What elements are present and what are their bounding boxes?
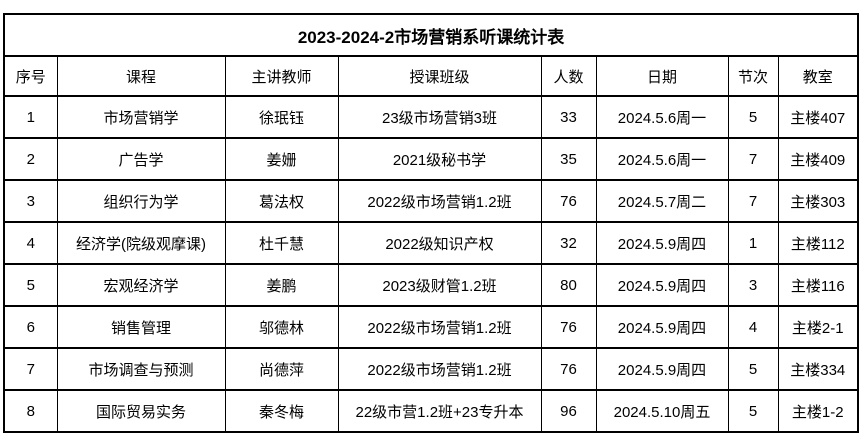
column-header-students: 人数 <box>540 55 597 97</box>
cell-students: 80 <box>540 263 597 307</box>
cell-period: 7 <box>727 179 779 223</box>
cell-period: 4 <box>727 305 779 349</box>
cell-classroom: 主楼116 <box>777 263 860 307</box>
cell-date: 2024.5.7周二 <box>595 179 729 223</box>
header-row: 序号 课程 主讲教师 授课班级 人数 日期 节次 教室 <box>3 55 860 97</box>
cell-course: 市场营销学 <box>56 95 226 139</box>
cell-classroom: 主楼303 <box>777 179 860 223</box>
column-header-teacher: 主讲教师 <box>224 55 339 97</box>
cell-course: 经济学(院级观摩课) <box>56 221 226 265</box>
cell-class: 22级市营1.2班+23专升本 <box>337 389 542 433</box>
cell-classroom: 主楼409 <box>777 137 860 181</box>
cell-period: 1 <box>727 221 779 265</box>
cell-period: 3 <box>727 263 779 307</box>
cell-date: 2024.5.9周四 <box>595 347 729 391</box>
cell-course: 国际贸易实务 <box>56 389 226 433</box>
cell-course: 销售管理 <box>56 305 226 349</box>
cell-class: 2023级财管1.2班 <box>337 263 542 307</box>
cell-students: 33 <box>540 95 597 139</box>
cell-serial: 4 <box>3 221 58 265</box>
lecture-attendance-table: 2023-2024-2市场营销系听课统计表 序号 课程 主讲教师 授课班级 人数… <box>2 13 860 433</box>
cell-date: 2024.5.6周一 <box>595 137 729 181</box>
cell-class: 2021级秘书学 <box>337 137 542 181</box>
cell-classroom: 主楼112 <box>777 221 860 265</box>
cell-class: 2022级知识产权 <box>337 221 542 265</box>
table-row: 7 市场调查与预测 尚德萍 2022级市场营销1.2班 76 2024.5.9周… <box>3 347 860 391</box>
cell-course: 宏观经济学 <box>56 263 226 307</box>
title-row: 2023-2024-2市场营销系听课统计表 <box>2 13 860 57</box>
table-title: 2023-2024-2市场营销系听课统计表 <box>2 13 860 57</box>
cell-period: 5 <box>727 389 779 433</box>
cell-date: 2024.5.9周四 <box>595 305 729 349</box>
cell-teacher: 姜鹏 <box>224 263 339 307</box>
table-row: 6 销售管理 邬德林 2022级市场营销1.2班 76 2024.5.9周四 4… <box>3 305 860 349</box>
cell-course: 广告学 <box>56 137 226 181</box>
cell-date: 2024.5.9周四 <box>595 221 729 265</box>
cell-students: 76 <box>540 179 597 223</box>
document-page: 2023-2024-2市场营销系听课统计表 序号 课程 主讲教师 授课班级 人数… <box>0 13 864 442</box>
cell-teacher: 徐珉钰 <box>224 95 339 139</box>
cell-date: 2024.5.9周四 <box>595 263 729 307</box>
cell-teacher: 邬德林 <box>224 305 339 349</box>
cell-course: 组织行为学 <box>56 179 226 223</box>
cell-class: 2022级市场营销1.2班 <box>337 305 542 349</box>
cell-students: 76 <box>540 305 597 349</box>
table-row: 8 国际贸易实务 秦冬梅 22级市营1.2班+23专升本 96 2024.5.1… <box>3 389 860 433</box>
table-row: 5 宏观经济学 姜鹏 2023级财管1.2班 80 2024.5.9周四 3 主… <box>3 263 860 307</box>
column-header-class: 授课班级 <box>337 55 542 97</box>
cell-course: 市场调查与预测 <box>56 347 226 391</box>
cell-teacher: 姜姗 <box>224 137 339 181</box>
cell-students: 32 <box>540 221 597 265</box>
column-header-classroom: 教室 <box>777 55 860 97</box>
cell-class: 23级市场营销3班 <box>337 95 542 139</box>
cell-serial: 5 <box>3 263 58 307</box>
column-header-course: 课程 <box>56 55 226 97</box>
cell-classroom: 主楼334 <box>777 347 860 391</box>
cell-period: 5 <box>727 347 779 391</box>
cell-students: 35 <box>540 137 597 181</box>
cell-classroom: 主楼2-1 <box>777 305 860 349</box>
table-row: 2 广告学 姜姗 2021级秘书学 35 2024.5.6周一 7 主楼409 <box>3 137 860 181</box>
table-row: 3 组织行为学 葛法权 2022级市场营销1.2班 76 2024.5.7周二 … <box>3 179 860 223</box>
column-header-period: 节次 <box>727 55 779 97</box>
cell-teacher: 秦冬梅 <box>224 389 339 433</box>
cell-class: 2022级市场营销1.2班 <box>337 179 542 223</box>
cell-serial: 8 <box>3 389 58 433</box>
column-header-serial: 序号 <box>3 55 58 97</box>
cell-date: 2024.5.10周五 <box>595 389 729 433</box>
cell-date: 2024.5.6周一 <box>595 95 729 139</box>
table-row: 1 市场营销学 徐珉钰 23级市场营销3班 33 2024.5.6周一 5 主楼… <box>3 95 860 139</box>
cell-teacher: 杜千慧 <box>224 221 339 265</box>
cell-classroom: 主楼407 <box>777 95 860 139</box>
cell-students: 96 <box>540 389 597 433</box>
cell-serial: 1 <box>3 95 58 139</box>
cell-serial: 3 <box>3 179 58 223</box>
table-row: 4 经济学(院级观摩课) 杜千慧 2022级知识产权 32 2024.5.9周四… <box>3 221 860 265</box>
cell-students: 76 <box>540 347 597 391</box>
cell-serial: 6 <box>3 305 58 349</box>
cell-classroom: 主楼1-2 <box>777 389 860 433</box>
cell-period: 5 <box>727 95 779 139</box>
cell-serial: 7 <box>3 347 58 391</box>
cell-teacher: 葛法权 <box>224 179 339 223</box>
cell-class: 2022级市场营销1.2班 <box>337 347 542 391</box>
cell-serial: 2 <box>3 137 58 181</box>
cell-period: 7 <box>727 137 779 181</box>
column-header-date: 日期 <box>595 55 729 97</box>
cell-teacher: 尚德萍 <box>224 347 339 391</box>
